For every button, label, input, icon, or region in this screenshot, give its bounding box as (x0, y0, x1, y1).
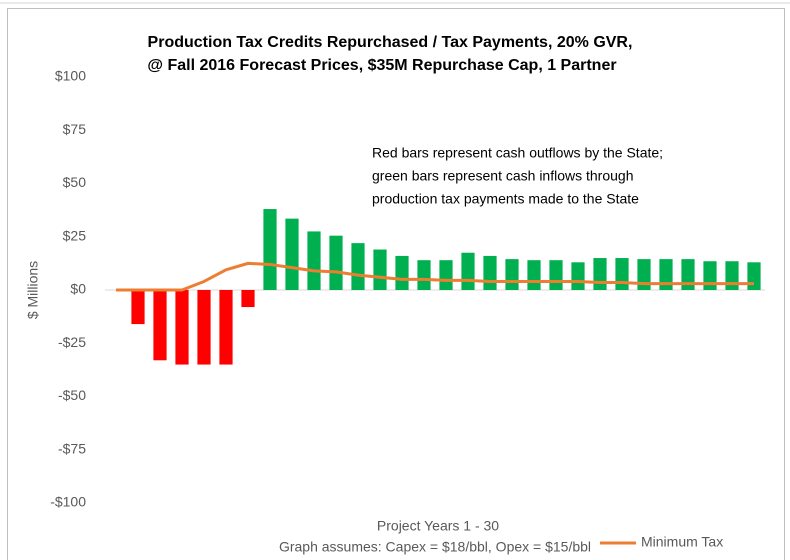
bar (461, 252, 475, 290)
bar (527, 260, 541, 290)
y-tick-label: $50 (63, 174, 87, 190)
bar (703, 261, 717, 290)
bar (439, 260, 453, 290)
bar (285, 218, 299, 290)
y-tick-label: $75 (63, 121, 87, 137)
bar (131, 290, 145, 325)
bar (307, 231, 321, 290)
bar (417, 260, 431, 290)
bar (637, 259, 651, 290)
bar (219, 290, 233, 365)
y-tick-label: $25 (63, 227, 87, 243)
annotation: green bars represent cash inflows throug… (372, 168, 633, 184)
bar (153, 290, 167, 361)
chart-title: Production Tax Credits Repurchased / Tax… (148, 34, 633, 51)
bar (747, 262, 761, 290)
annotation: Red bars represent cash outflows by the … (372, 145, 663, 161)
bar (571, 262, 585, 290)
bar (329, 235, 343, 290)
bar (373, 249, 387, 290)
bar (483, 255, 497, 290)
line-series (116, 261, 754, 292)
footnote: Graph assumes: Capex = $18/bbl, Opex = $… (279, 539, 591, 555)
y-tick-label: -$50 (58, 387, 86, 403)
bar (615, 258, 629, 290)
bar (241, 290, 255, 308)
bar (263, 209, 277, 290)
bar (659, 259, 673, 290)
y-tick-label: $100 (55, 68, 86, 84)
bar (725, 261, 739, 290)
bar (593, 258, 607, 290)
chart-title: @ Fall 2016 Forecast Prices, $35M Repurc… (147, 57, 616, 74)
bar (681, 259, 695, 290)
y-axis-label: $ Millions (25, 261, 41, 319)
bar (175, 290, 189, 365)
legend-label: Minimum Tax (641, 534, 723, 550)
x-axis-label: Project Years 1 - 30 (377, 518, 499, 534)
bar (197, 290, 211, 365)
bar (351, 243, 365, 290)
bar (395, 255, 409, 290)
y-tick-label: -$100 (50, 494, 86, 510)
y-tick-label: $0 (70, 281, 86, 297)
y-tick-label: -$75 (58, 440, 86, 456)
annotation: production tax payments made to the Stat… (372, 191, 639, 207)
bar (549, 260, 563, 290)
y-tick-label: -$25 (58, 334, 86, 350)
bar (505, 259, 519, 290)
